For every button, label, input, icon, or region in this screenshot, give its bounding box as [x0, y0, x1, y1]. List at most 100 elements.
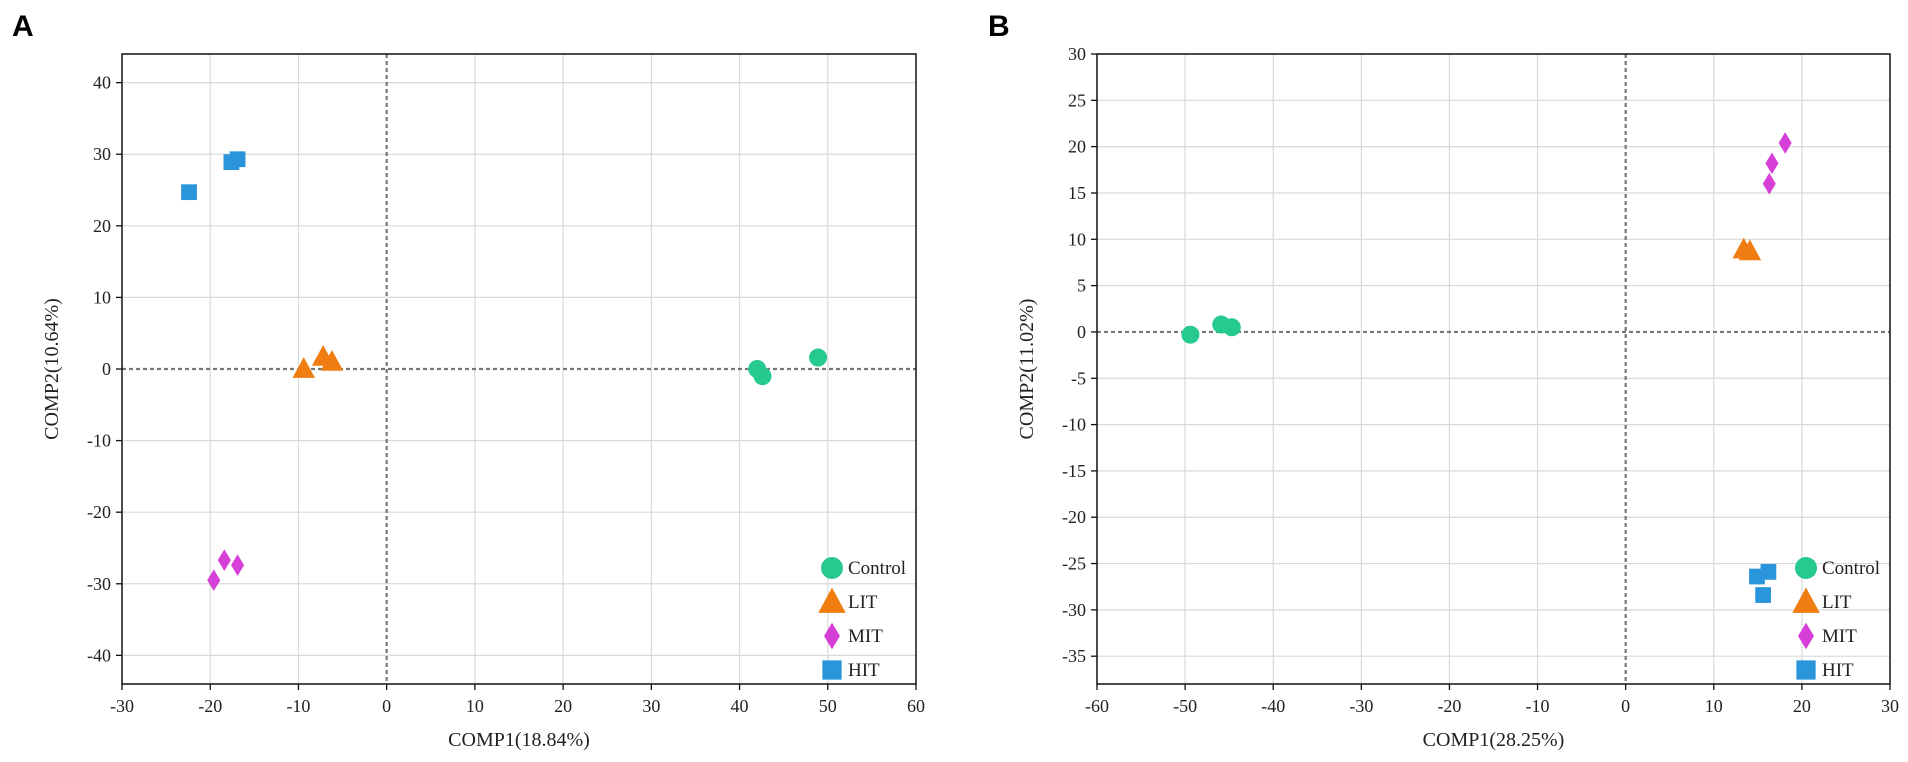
panel-b-y-axis-title: COMP2(11.02%) — [1016, 299, 1038, 440]
legend-marker-hit — [1796, 660, 1816, 680]
panel-a-data-points — [181, 151, 828, 591]
legend-item-lit: LIT — [818, 587, 878, 613]
panel-b-letter: B — [988, 10, 1010, 43]
point-hit — [1755, 587, 1771, 603]
point-mit — [1762, 172, 1776, 195]
x-tick-label: 20 — [554, 696, 572, 716]
legend-item-control: Control — [1795, 557, 1880, 579]
panel-a: A -30 -20 -10 0 10 20 30 40 50 60 -40 -30 -20 -10 0 10 20… — [12, 10, 925, 751]
x-tick-label: 0 — [382, 696, 391, 716]
legend-label-mit: MIT — [1822, 626, 1857, 647]
series-mit — [1762, 132, 1792, 195]
point-mit — [1765, 152, 1779, 175]
panel-a-legend: Control LIT MIT HIT — [818, 557, 906, 681]
point-lit — [320, 349, 344, 371]
panel-a-y-axis: -40 -30 -20 -10 0 10 20 30 40 — [87, 73, 122, 665]
point-control — [753, 367, 772, 386]
panel-b-legend: Control LIT MIT HIT — [1792, 557, 1880, 681]
series-hit — [1749, 564, 1777, 603]
y-tick-label: -5 — [1071, 368, 1086, 388]
legend-marker-lit — [1792, 587, 1820, 613]
y-tick-label: 30 — [93, 144, 111, 164]
panel-b-gridlines — [1097, 53, 1890, 684]
legend-label-lit: LIT — [1822, 592, 1852, 613]
legend-item-lit: LIT — [1792, 587, 1852, 613]
series-lit — [1732, 237, 1762, 261]
point-mit — [217, 549, 231, 571]
x-tick-label: 60 — [907, 696, 925, 716]
x-tick-label: -20 — [1437, 696, 1461, 716]
x-tick-label: 10 — [1705, 696, 1723, 716]
x-tick-label: -10 — [286, 696, 310, 716]
panel-a-y-axis-title: COMP2(10.64%) — [41, 298, 63, 440]
y-tick-label: -30 — [87, 574, 111, 594]
legend-label-hit: HIT — [848, 660, 880, 681]
legend-label-mit: MIT — [848, 626, 883, 647]
panel-b: B -60 -50 -40 -30 -20 -10 0 10 20 30 -35 -30 -25 -20 -1… — [988, 10, 1899, 751]
point-hit — [181, 184, 197, 201]
x-tick-label: 10 — [466, 696, 484, 716]
panel-b-plot-frame — [1096, 53, 1891, 685]
point-control — [1222, 318, 1241, 337]
point-hit — [229, 151, 246, 168]
series-hit — [181, 151, 246, 201]
legend-item-hit: HIT — [822, 660, 880, 681]
x-tick-label: 20 — [1793, 696, 1811, 716]
y-tick-label: 20 — [93, 216, 111, 236]
y-tick-label: -25 — [1062, 554, 1086, 574]
legend-marker-lit — [818, 587, 846, 613]
y-tick-label: 0 — [102, 359, 111, 379]
series-mit — [207, 549, 245, 591]
legend-item-mit: MIT — [824, 622, 883, 650]
x-tick-label: 0 — [1621, 696, 1630, 716]
x-tick-label: -10 — [1526, 696, 1550, 716]
panel-b-x-axis-title: COMP1(28.25%) — [1423, 729, 1565, 751]
series-control — [748, 348, 828, 386]
panel-a-letter: A — [12, 10, 34, 43]
legend-label-control: Control — [1822, 558, 1880, 579]
legend-item-mit: MIT — [1798, 622, 1857, 650]
panel-a-x-axis: -30 -20 -10 0 10 20 30 40 50 60 — [110, 684, 925, 716]
series-control — [1181, 315, 1241, 344]
legend-item-control: Control — [821, 557, 906, 579]
y-tick-label: -20 — [87, 502, 111, 522]
x-tick-label: 30 — [1881, 696, 1899, 716]
x-tick-label: -50 — [1173, 696, 1197, 716]
legend-marker-mit — [824, 622, 840, 650]
y-tick-label: 10 — [93, 287, 111, 307]
y-tick-label: -35 — [1062, 646, 1086, 666]
x-tick-label: -40 — [1261, 696, 1285, 716]
x-tick-label: -30 — [1349, 696, 1373, 716]
legend-marker-hit — [822, 660, 842, 680]
y-tick-label: 30 — [1068, 44, 1086, 64]
point-mit — [1778, 132, 1792, 154]
x-tick-label: 50 — [819, 696, 837, 716]
x-tick-label: -20 — [198, 696, 222, 716]
y-tick-label: -10 — [1062, 415, 1086, 435]
x-tick-label: -30 — [110, 696, 134, 716]
point-lit — [1738, 239, 1762, 261]
panel-b-y-axis: -35 -30 -25 -20 -15 -10 -5 0 5 10 15 20 25 30 — [1062, 44, 1097, 666]
y-tick-label: 5 — [1077, 276, 1086, 296]
legend-marker-control — [821, 557, 843, 579]
legend-marker-mit — [1798, 622, 1814, 650]
legend-label-lit: LIT — [848, 592, 878, 613]
point-hit — [1760, 564, 1777, 580]
x-tick-label: 40 — [731, 696, 749, 716]
y-tick-label: 0 — [1077, 322, 1086, 342]
point-lit — [292, 357, 315, 378]
x-tick-label: 30 — [642, 696, 660, 716]
x-tick-label: -60 — [1085, 696, 1109, 716]
y-tick-label: -40 — [87, 645, 111, 665]
panel-b-x-axis: -60 -50 -40 -30 -20 -10 0 10 20 30 — [1085, 684, 1899, 716]
point-mit — [231, 554, 245, 576]
y-tick-label: 10 — [1068, 229, 1086, 249]
legend-label-hit: HIT — [1822, 660, 1854, 681]
y-tick-label: -20 — [1062, 507, 1086, 527]
legend-label-control: Control — [848, 558, 906, 579]
panel-b-data-points — [1181, 132, 1792, 603]
legend-item-hit: HIT — [1796, 660, 1854, 681]
y-tick-label: 20 — [1068, 137, 1086, 157]
y-tick-label: 25 — [1068, 90, 1086, 110]
